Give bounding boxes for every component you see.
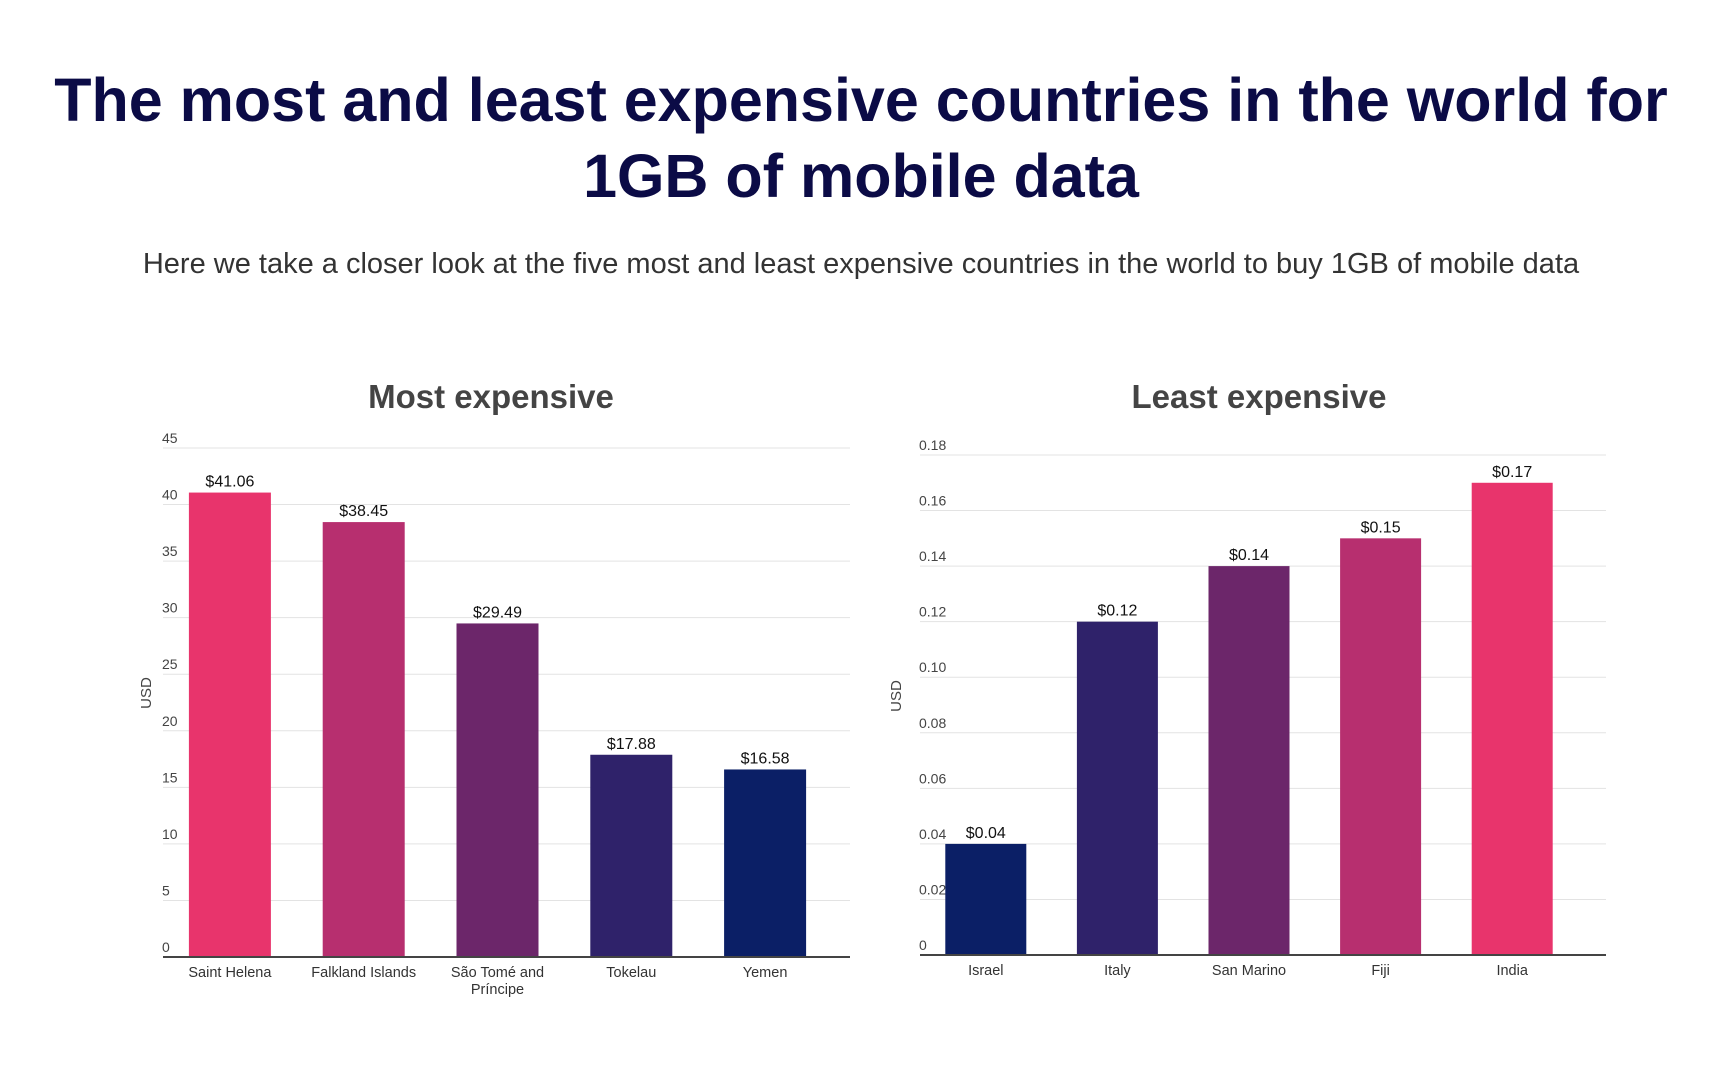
bar (456, 623, 539, 957)
page-title: The most and least expensive countries i… (54, 66, 1668, 210)
data-label: $0.12 (1097, 603, 1137, 620)
y-tick-label: 0.16 (919, 493, 946, 509)
bar (590, 754, 673, 957)
y-tick-label: 10 (162, 826, 178, 842)
y-tick-label: 0.04 (919, 826, 946, 842)
x-tick-label: San Marino (1212, 963, 1286, 979)
x-tick-label: Yemen (743, 965, 788, 981)
most-expensive-chart: Most expensive USD 0 5 10 15 20 25 30 35 40 45 $4… (138, 378, 850, 998)
x-tick-label: Fiji (1371, 963, 1390, 979)
y-tick-label: 40 (162, 487, 178, 503)
bar (1340, 538, 1422, 955)
y-tick-label: 0.18 (919, 437, 946, 453)
bar (1076, 621, 1158, 955)
data-label: $16.58 (741, 750, 790, 767)
data-label: $38.45 (339, 503, 388, 520)
x-tick-label: Falkland Islands (311, 965, 416, 981)
bar (724, 769, 807, 957)
y-tick-label: 45 (162, 430, 178, 446)
data-label: $0.04 (966, 825, 1006, 842)
y-tick-label: 0 (919, 937, 927, 953)
x-tick-label: São Tomé and Príncipe (451, 965, 544, 998)
x-tick-label: Israel (968, 963, 1003, 979)
x-tick-label: India (1496, 963, 1528, 979)
y-tick-label: 35 (162, 543, 178, 559)
y-axis-title: USD (138, 677, 155, 709)
y-axis-title: USD (888, 680, 905, 712)
bar (1471, 482, 1553, 955)
chart-title: Least expensive (1132, 378, 1387, 415)
data-label: $0.14 (1229, 547, 1269, 564)
x-tick-label: Tokelau (606, 965, 656, 981)
least-expensive-chart: Least expensive USD 0 0.02 0.04 0.06 0.08 0.1… (888, 378, 1606, 979)
y-tick-label: 0.08 (919, 715, 946, 731)
data-label: $29.49 (473, 604, 522, 621)
y-tick-label: 0.12 (919, 604, 946, 620)
y-tick-label: 0.06 (919, 770, 946, 786)
y-tick-label: 0.14 (919, 548, 946, 564)
y-tick-label: 30 (162, 600, 178, 616)
y-tick-label: 0.02 (919, 881, 946, 897)
data-label: $17.88 (607, 736, 656, 753)
y-tick-label: 20 (162, 713, 178, 729)
data-label: $0.15 (1361, 519, 1401, 536)
x-tick-label: Italy (1104, 963, 1131, 979)
y-tick-label: 25 (162, 656, 178, 672)
bar (945, 843, 1027, 955)
page-subtitle: Here we take a closer look at the five m… (142, 248, 1580, 280)
data-label: $0.17 (1492, 464, 1532, 481)
bar (188, 492, 271, 957)
y-tick-label: 5 (162, 882, 170, 898)
y-tick-label: 15 (162, 769, 178, 785)
data-label: $41.06 (205, 474, 254, 491)
x-tick-label: Saint Helena (188, 965, 272, 981)
bar (1208, 566, 1290, 955)
y-tick-label: 0 (162, 939, 170, 955)
y-tick-label: 0.10 (919, 659, 946, 675)
chart-title: Most expensive (368, 378, 614, 415)
bar (322, 522, 405, 957)
